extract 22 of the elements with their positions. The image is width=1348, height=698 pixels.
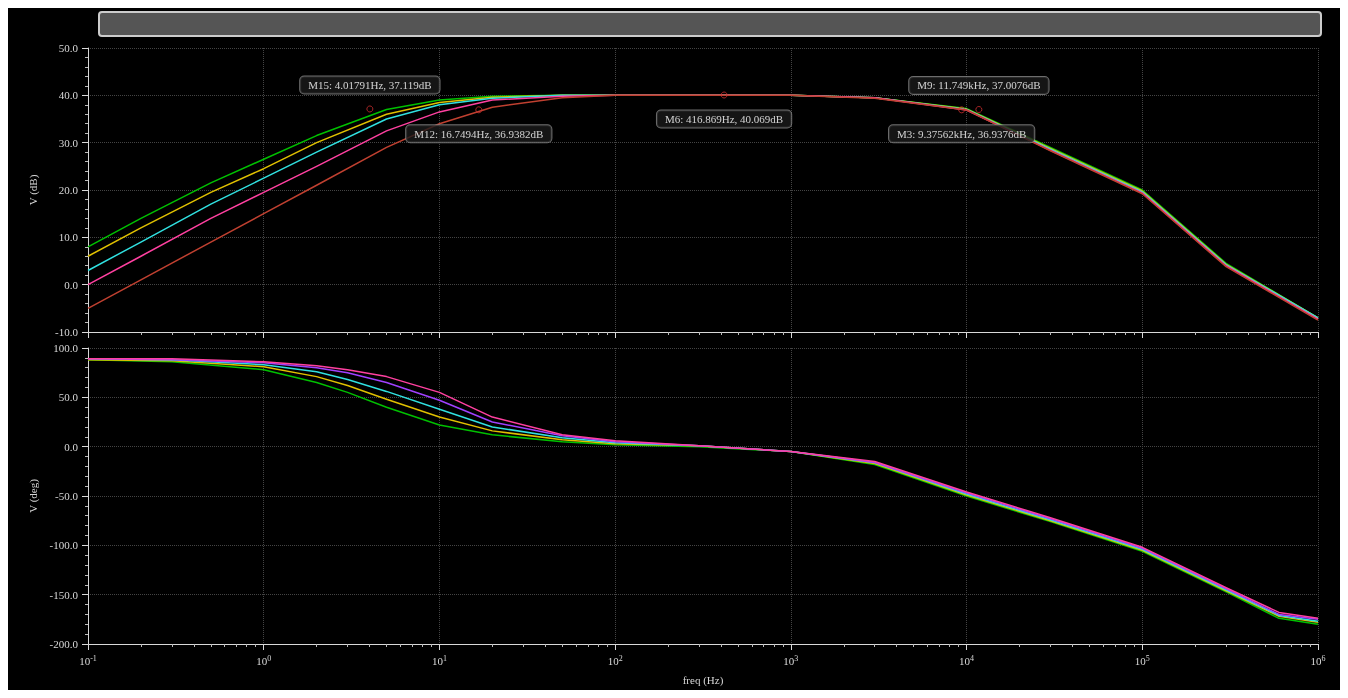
y-tick-label: -200.0 bbox=[49, 638, 79, 650]
annotation: M12: 16.7494Hz, 36.9382dB bbox=[414, 127, 544, 140]
y-tick-label: 30.0 bbox=[58, 136, 79, 149]
y-tick-label: -100.0 bbox=[49, 539, 79, 552]
y-tick-label: 100.0 bbox=[53, 342, 79, 354]
y-tick-label: -50.0 bbox=[55, 490, 79, 502]
y-tick-label: 0.0 bbox=[64, 440, 79, 453]
y-tick-label: 50.0 bbox=[58, 42, 79, 54]
y-axis-title: V (deg) bbox=[26, 478, 40, 513]
y-axis-title: V (dB) bbox=[26, 174, 40, 206]
y-tick-label: 10.0 bbox=[58, 231, 79, 244]
annotation: M9: 11.749kHz, 37.0076dB bbox=[917, 79, 1041, 92]
annotation: M15: 4.01791Hz, 37.119dB bbox=[308, 78, 432, 91]
y-tick-label: 0.0 bbox=[64, 278, 79, 291]
y-tick-label: -10.0 bbox=[55, 326, 79, 338]
annotation: M3: 9.37562kHz, 36.9376dB bbox=[897, 127, 1027, 140]
y-tick-label: 50.0 bbox=[58, 391, 79, 404]
x-axis-title: freq (Hz) bbox=[682, 673, 724, 687]
y-tick-label: 40.0 bbox=[58, 89, 79, 102]
annotation: M6: 416.869Hz, 40.069dB bbox=[664, 113, 784, 126]
y-tick-label: -150.0 bbox=[49, 588, 79, 601]
y-tick-label: 20.0 bbox=[58, 184, 79, 196]
